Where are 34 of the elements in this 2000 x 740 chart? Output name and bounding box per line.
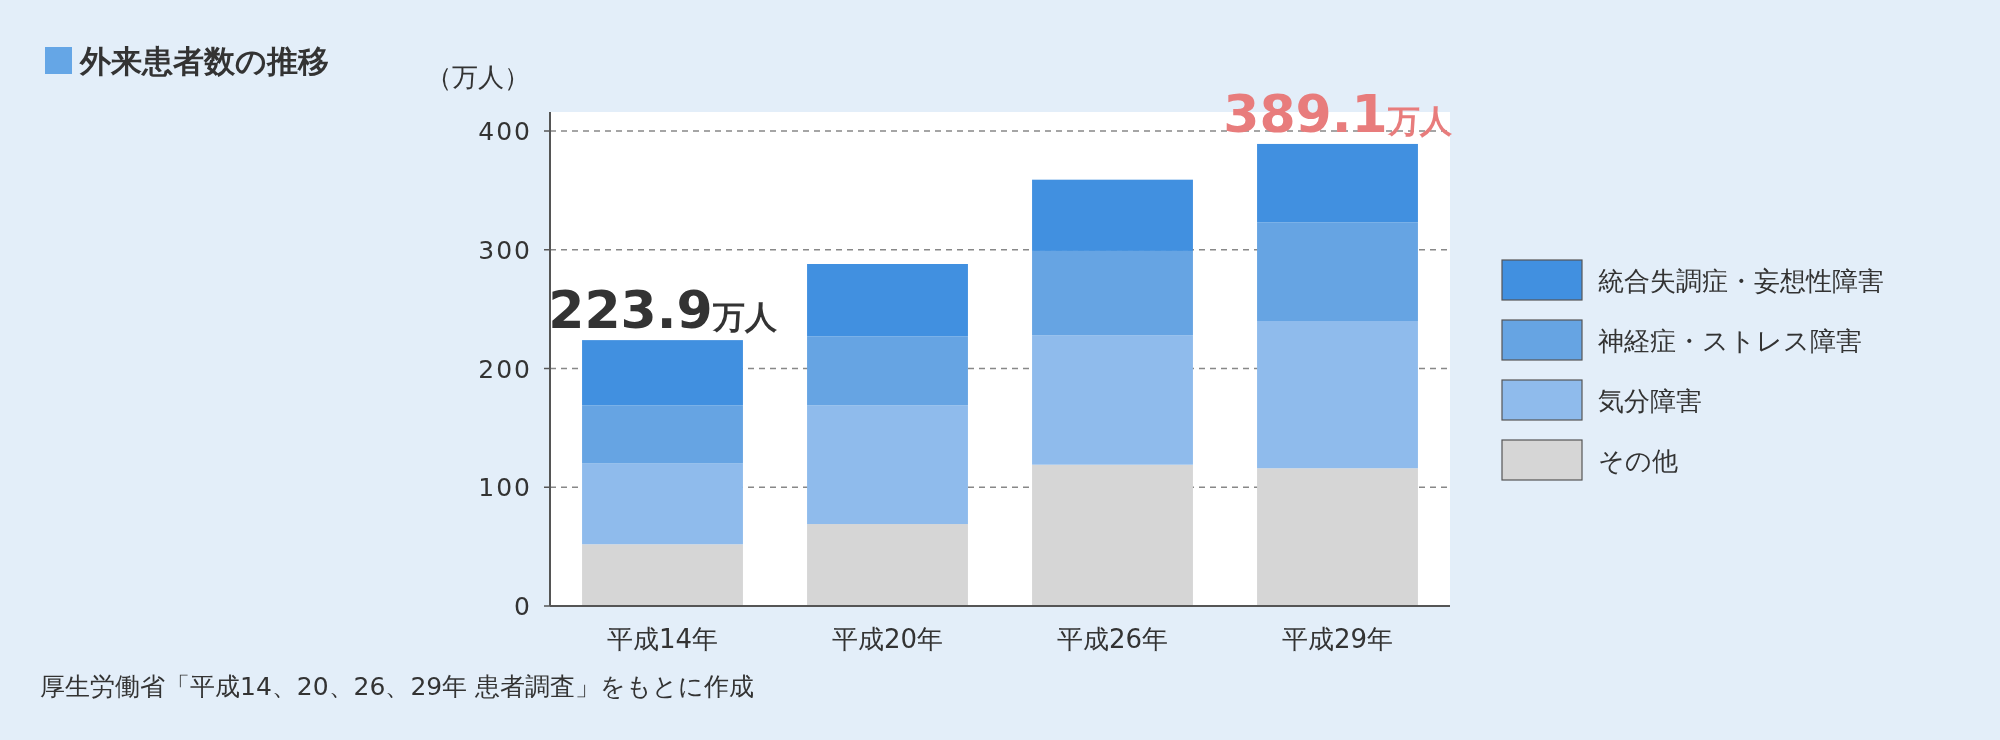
bar xyxy=(582,463,743,545)
y-tick-label: 200 xyxy=(478,354,532,384)
legend-label: その他 xyxy=(1598,446,1678,476)
y-axis-title: （万人） xyxy=(426,62,530,92)
y-tick-label: 0 xyxy=(514,592,532,621)
legend-label: 気分障害 xyxy=(1598,386,1702,416)
x-tick-label: 平成29年 xyxy=(1281,624,1394,654)
x-tick-label: 平成20年 xyxy=(831,624,944,654)
x-tick-label: 平成26年 xyxy=(1056,624,1169,654)
bar xyxy=(582,544,743,606)
bar xyxy=(1257,222,1418,321)
y-tick-label: 400 xyxy=(478,117,532,146)
text: 外来患者数の推移 xyxy=(79,43,329,79)
bar xyxy=(1032,335,1193,465)
bar xyxy=(582,405,743,464)
bar xyxy=(807,524,968,606)
bar xyxy=(582,340,743,406)
legend-label: 神経症・ストレス障害 xyxy=(1598,326,1862,356)
bar xyxy=(1257,468,1418,606)
bar xyxy=(1032,250,1193,336)
annotation: 389.1万人 xyxy=(1223,83,1453,144)
bar xyxy=(807,264,968,337)
legend-label: 統合失調症・妄想性障害 xyxy=(1598,266,1884,296)
y-tick-label: 100 xyxy=(478,473,532,503)
bar xyxy=(1257,321,1418,469)
annotation: 223.9万人 xyxy=(548,280,778,341)
bar xyxy=(807,336,968,406)
text: 厚生労働省「平成14、20、26、29年 患者調査」をもとに作成 xyxy=(40,672,755,701)
x-tick-label: 平成14年 xyxy=(606,624,719,654)
bar xyxy=(1257,143,1418,223)
bar xyxy=(1032,464,1193,606)
bar xyxy=(1032,179,1193,251)
y-tick-label: 300 xyxy=(478,235,532,265)
bar xyxy=(807,405,968,525)
